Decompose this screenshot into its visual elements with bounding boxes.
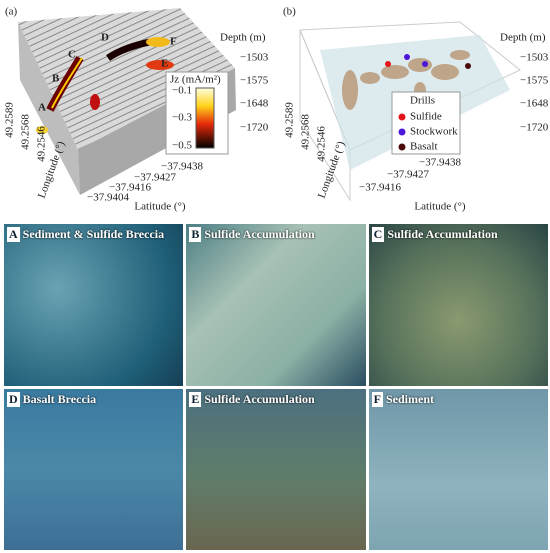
photo-caption: B Sulfide Accumulation	[189, 227, 315, 242]
figure-top: (a) A B C D E F Jz (mA/m²) −0.1 −0.3 −0.…	[4, 6, 549, 213]
site-label: F	[170, 36, 177, 48]
site-label: D	[101, 32, 109, 44]
depth-tick: −1575	[240, 75, 269, 87]
legend-box	[391, 91, 461, 155]
depth-tick: −1575	[520, 75, 549, 87]
photo-letter: E	[189, 391, 202, 407]
photo-caption: F Sediment	[371, 391, 434, 407]
photo-title: Sediment & Sulfide Breccia	[22, 227, 165, 241]
longitude-tick: 49.2589	[284, 102, 296, 138]
photo-title: Sediment	[386, 391, 434, 406]
latitude-tick: −37.9404	[87, 192, 129, 204]
depth-tick: −1503	[520, 52, 549, 64]
legend-marker	[398, 113, 406, 121]
longitude-tick: 49.2546	[36, 126, 48, 162]
longitude-tick: 49.2568	[300, 114, 312, 150]
latitude-tick: −37.9427	[387, 169, 429, 181]
photo-title: Basalt Breccia	[22, 391, 97, 406]
seafloor-photo: B Sulfide Accumulation	[186, 224, 366, 386]
latitude-tick: −37.9438	[419, 157, 461, 169]
seafloor-photo: A Sediment & Sulfide Breccia	[4, 224, 184, 386]
photo-letter: F	[371, 391, 383, 407]
photo-letter: A	[7, 227, 20, 242]
depth-tick: −1720	[240, 122, 269, 134]
legend-label: Stockwork	[410, 126, 458, 138]
legend-title: Drills	[410, 95, 435, 107]
photo-caption: C Sulfide Accumulation	[371, 227, 498, 242]
photo-caption: D Basalt Breccia	[7, 391, 97, 407]
latitude-label: Latitude (°)	[134, 201, 185, 213]
colorbar-tick: −0.3	[172, 112, 192, 124]
depth-tick: −1648	[520, 98, 549, 110]
legend-marker	[398, 128, 406, 136]
photo-letter: D	[7, 391, 20, 407]
latitude-label: Latitude (°)	[414, 201, 465, 213]
colorbar-tick: −0.1	[172, 85, 192, 97]
photo-grid: A Sediment & Sulfide Breccia B Sulfide Accu…	[4, 224, 548, 550]
seafloor-photo: C Sulfide Accumulation	[368, 224, 548, 386]
photo-letter: C	[371, 227, 385, 242]
colorbar	[195, 87, 215, 149]
photo-title: Sulfide Accumulation	[204, 391, 315, 406]
longitude-tick: 49.2589	[4, 102, 16, 138]
site-label: A	[38, 102, 46, 114]
panel-a-volume	[18, 8, 236, 195]
photo-caption: E Sulfide Accumulation	[189, 391, 315, 407]
photo-caption: A Sediment & Sulfide Breccia	[7, 227, 164, 242]
latitude-tick: −37.9427	[134, 172, 176, 184]
longitude-tick: 49.2568	[20, 114, 32, 150]
depth-tick: −1648	[240, 98, 269, 110]
depth-tick: −1503	[240, 52, 269, 64]
legend-label: Basalt	[410, 141, 438, 153]
site-label: C	[68, 49, 76, 61]
latitude-tick: −37.9416	[359, 182, 401, 194]
colorbar-tick: −0.5	[172, 140, 192, 152]
seafloor-photo: D Basalt Breccia	[4, 388, 184, 550]
colorbar-title: Jz (mA/m²)	[170, 74, 221, 86]
legend-label: Sulfide	[410, 111, 442, 123]
photo-title: Sulfide Accumulation	[204, 227, 315, 241]
site-label: B	[52, 73, 60, 85]
seafloor-photo: F Sediment	[368, 388, 548, 550]
depth-tick: −1720	[520, 122, 549, 134]
seafloor-photo: E Sulfide Accumulation	[186, 388, 366, 550]
longitude-tick: 49.2546	[316, 126, 328, 162]
photo-letter: B	[189, 227, 202, 242]
photo-title: Sulfide Accumulation	[387, 227, 498, 241]
site-label: E	[161, 58, 168, 70]
latitude-tick: −37.9416	[109, 182, 151, 194]
legend-marker	[398, 143, 406, 151]
latitude-tick: −37.9438	[161, 161, 203, 173]
depth-label: Depth (m)	[500, 32, 546, 44]
depth-label: Depth (m)	[220, 32, 266, 44]
panel-label: (b)	[283, 6, 296, 18]
panel-label: (a)	[5, 6, 18, 18]
